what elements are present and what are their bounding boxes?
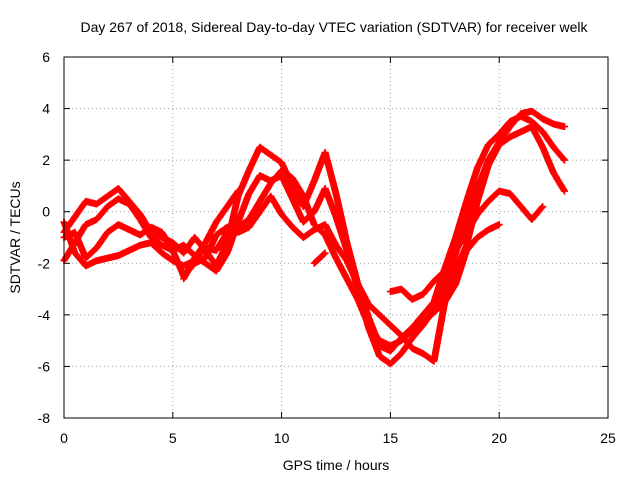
series-track-7 bbox=[310, 249, 329, 267]
y-tick-label: -2 bbox=[38, 255, 51, 271]
x-tick-label: 25 bbox=[600, 430, 616, 446]
y-tick-label: 0 bbox=[42, 204, 50, 220]
plot-frame bbox=[63, 56, 609, 419]
x-tick-label: 0 bbox=[60, 430, 68, 446]
x-tick-label: 20 bbox=[491, 430, 507, 446]
x-tick-label: 10 bbox=[274, 430, 290, 446]
x-tick-label: 5 bbox=[169, 430, 177, 446]
x-axis-label: GPS time / hours bbox=[283, 457, 390, 473]
series-track-5 bbox=[386, 187, 547, 303]
series-track-6 bbox=[180, 187, 242, 283]
series-track-2 bbox=[60, 107, 568, 368]
y-tick-label: 2 bbox=[42, 152, 50, 168]
y-axis-label: SDTVAR / TECUs bbox=[7, 181, 23, 293]
series-markers bbox=[180, 187, 242, 283]
chart-title: Day 267 of 2018, Sidereal Day-to-day VTE… bbox=[80, 19, 588, 35]
series-markers bbox=[310, 249, 329, 267]
y-tick-label: -4 bbox=[38, 307, 51, 323]
x-tick-label: 15 bbox=[383, 430, 399, 446]
y-tick-label: 4 bbox=[42, 101, 50, 117]
data-points bbox=[60, 107, 568, 368]
y-tick-label: -8 bbox=[38, 410, 51, 426]
y-tick-label: 6 bbox=[42, 49, 50, 65]
series-markers bbox=[386, 187, 547, 303]
y-tick-label: -6 bbox=[38, 358, 51, 374]
series-markers bbox=[60, 107, 568, 368]
